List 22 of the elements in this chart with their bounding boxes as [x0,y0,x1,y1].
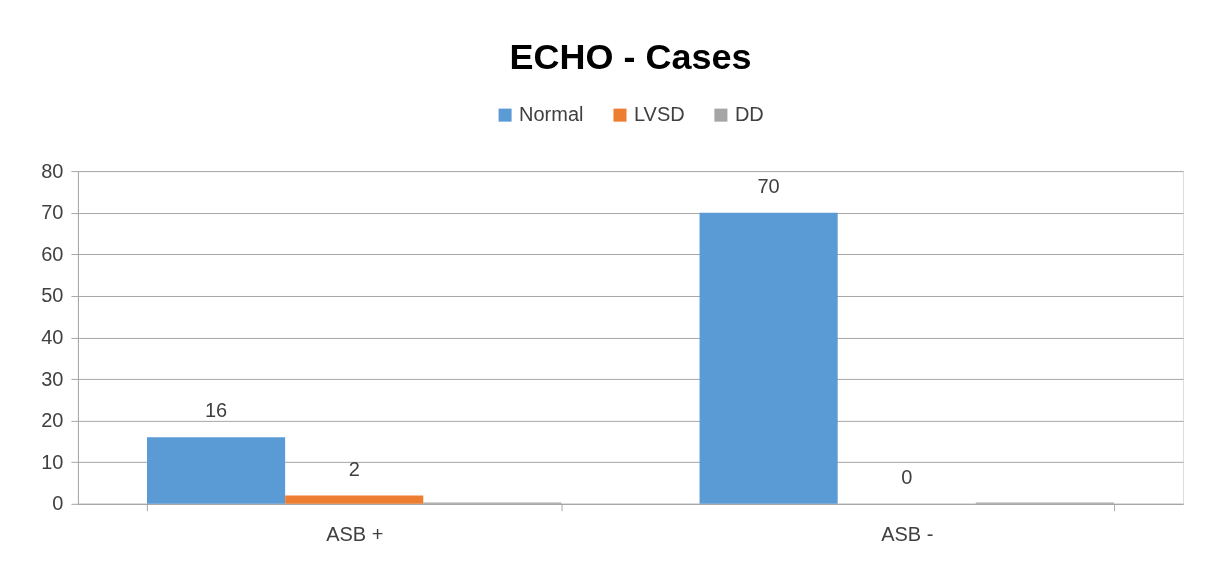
data-label: 2 [348,457,360,480]
legend-label: DD [734,103,764,126]
legend-label: Normal [519,103,584,126]
data-label: 16 [204,399,228,422]
y-tick-label: 80 [41,159,64,182]
y-tick-label: 70 [41,201,64,224]
data-label: 70 [757,174,780,197]
x-tick-label: ASB - [881,523,934,546]
y-tick-label: 20 [41,409,64,432]
legend-label: LVSD [633,103,685,126]
y-tick-label: 0 [52,492,64,515]
y-tick-label: 30 [41,367,64,390]
bar [699,212,838,504]
x-tick-label: ASB + [326,523,384,546]
bar [285,495,424,504]
y-tick-label: 60 [41,242,64,265]
bar [147,437,286,504]
y-tick-label: 40 [41,325,64,348]
y-tick-label: 50 [41,284,64,307]
y-tick-label: 10 [41,450,64,473]
chart-title: ECHO - Cases [509,36,752,78]
data-label: 0 [901,465,913,488]
